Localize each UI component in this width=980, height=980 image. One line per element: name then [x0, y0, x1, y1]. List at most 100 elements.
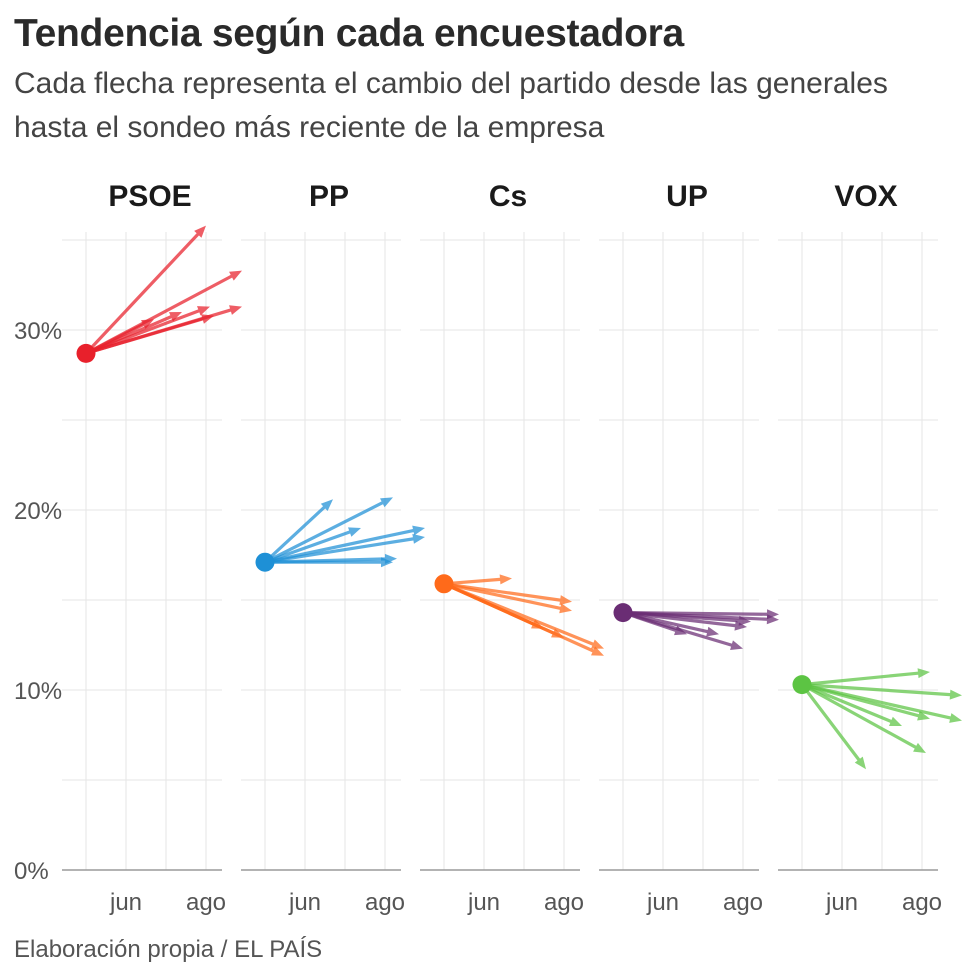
- x-tick-label: jun: [467, 889, 500, 916]
- arrow-head: [591, 646, 604, 656]
- arrow-head: [766, 614, 779, 625]
- arrow-head: [949, 713, 962, 723]
- arrow-head: [169, 312, 182, 322]
- arrow-shaft: [84, 317, 205, 355]
- panel-title-cs: Cs: [489, 180, 527, 213]
- arrow-pp: [263, 533, 425, 564]
- x-tick-label: ago: [544, 889, 584, 916]
- arrow-shaft: [442, 582, 562, 610]
- start-point-vox: [792, 675, 812, 695]
- arrow-layer: [76, 225, 962, 770]
- axis-layer: 0% 10% 20% 30% jun ago PSOE jun ago PP jun ago Cs jun…: [14, 180, 942, 916]
- arrow-shaft: [800, 671, 920, 687]
- arrow-shaft: [800, 682, 921, 718]
- start-point-psoe: [76, 343, 96, 363]
- arrow-head: [949, 689, 962, 700]
- arrow-head: [499, 574, 512, 585]
- x-tick-label: jun: [825, 889, 858, 916]
- chart-subtitle: Cada flecha representa el cambio del par…: [14, 67, 888, 144]
- arrow-vox: [800, 682, 926, 753]
- y-tick-label: 0%: [14, 858, 49, 885]
- arrow-head: [201, 314, 214, 324]
- panel-grid-psoe: [62, 232, 222, 871]
- arrow-shaft: [621, 610, 734, 647]
- x-tick-label: ago: [723, 889, 763, 916]
- arrow-shaft: [800, 682, 952, 697]
- arrow-head: [706, 626, 719, 637]
- arrow-pp: [263, 557, 393, 568]
- arrow-head: [559, 595, 572, 606]
- arrow-head: [730, 640, 743, 650]
- arrow-psoe: [84, 314, 214, 355]
- x-tick-label: ago: [902, 889, 942, 916]
- panel-title-up: UP: [666, 180, 708, 213]
- arrow-shaft: [263, 505, 326, 564]
- arrow-head: [197, 306, 210, 316]
- arrow-shaft: [800, 682, 918, 749]
- arrow-head: [194, 225, 206, 238]
- arrow-shaft: [84, 232, 200, 355]
- arrow-head: [917, 668, 930, 679]
- arrow-shaft: [263, 530, 352, 564]
- arrow-vox: [800, 682, 962, 700]
- arrow-head: [854, 756, 866, 770]
- start-point-cs: [434, 574, 454, 594]
- arrow-chart: 0% 10% 20% 30% jun ago PSOE jun ago PP jun ago Cs jun…: [14, 180, 962, 916]
- y-tick-label: 30%: [14, 318, 62, 345]
- panel-grid-up: [599, 232, 759, 871]
- start-point-up: [613, 603, 633, 623]
- arrow-head: [412, 533, 425, 544]
- arrow-vox: [800, 682, 866, 770]
- arrow-pp: [263, 527, 361, 564]
- arrow-up: [621, 610, 743, 650]
- arrow-head: [559, 603, 572, 614]
- arrow-shaft: [263, 501, 384, 564]
- arrow-vox: [800, 682, 902, 727]
- panel-title-vox: VOX: [834, 180, 897, 213]
- grid-layer: [62, 232, 938, 871]
- arrow-shaft: [84, 322, 145, 355]
- arrow-head: [380, 497, 393, 508]
- arrow-shaft: [800, 682, 861, 762]
- x-tick-label: jun: [646, 889, 679, 916]
- panel-grid-cs: [420, 232, 580, 871]
- panel-title-psoe: PSOE: [108, 180, 191, 213]
- arrow-cs: [442, 574, 512, 586]
- arrow-head: [320, 499, 333, 512]
- arrow-head: [141, 319, 154, 330]
- arrow-up: [621, 610, 747, 631]
- arrow-pp: [263, 499, 333, 564]
- arrow-head: [889, 716, 902, 727]
- x-tick-label: jun: [288, 889, 321, 916]
- arrow-cs: [442, 582, 572, 614]
- arrow-psoe: [84, 225, 206, 355]
- x-tick-label: ago: [365, 889, 405, 916]
- source-credit: Elaboración propia / EL PAÍS: [14, 936, 323, 963]
- arrow-head: [734, 620, 747, 631]
- y-tick-label: 20%: [14, 498, 62, 525]
- arrow-shaft: [800, 682, 893, 724]
- arrow-pp: [263, 497, 393, 564]
- arrow-head: [917, 710, 930, 721]
- x-tick-label: ago: [186, 889, 226, 916]
- arrow-shaft: [263, 537, 415, 564]
- arrow-head: [412, 525, 425, 536]
- arrow-shaft: [621, 610, 737, 628]
- arrow-cs: [442, 582, 604, 656]
- arrow-head: [229, 305, 242, 315]
- arrow-shaft: [442, 582, 595, 653]
- y-tick-label: 10%: [14, 678, 62, 705]
- arrow-head: [591, 639, 604, 649]
- arrow-psoe: [84, 319, 154, 355]
- arrow-head: [381, 557, 393, 568]
- x-tick-label: jun: [109, 889, 142, 916]
- panel-title-pp: PP: [309, 180, 349, 213]
- chart-title: Tendencia según cada encuestadora: [14, 12, 684, 55]
- panel-grid-vox: [778, 232, 938, 871]
- arrow-head: [913, 742, 926, 753]
- arrow-head: [348, 527, 361, 537]
- arrow-vox: [800, 682, 930, 721]
- arrow-head: [738, 615, 751, 626]
- start-point-pp: [255, 552, 275, 572]
- arrow-vox: [800, 668, 930, 687]
